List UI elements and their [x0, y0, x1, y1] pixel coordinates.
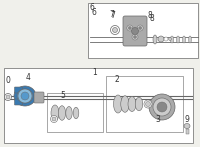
Text: 2: 2: [115, 75, 119, 83]
Ellipse shape: [73, 107, 79, 119]
Circle shape: [144, 100, 152, 108]
Bar: [186, 128, 188, 133]
Ellipse shape: [66, 106, 72, 120]
Circle shape: [158, 36, 164, 42]
Circle shape: [157, 102, 167, 112]
Circle shape: [153, 98, 171, 116]
Circle shape: [21, 92, 29, 100]
Circle shape: [137, 25, 143, 31]
Ellipse shape: [189, 36, 191, 43]
Circle shape: [4, 93, 12, 101]
Ellipse shape: [17, 89, 33, 103]
Text: 3: 3: [156, 115, 160, 123]
Text: 1: 1: [93, 67, 97, 76]
Text: 8: 8: [150, 14, 154, 22]
Bar: [47, 93, 103, 132]
Circle shape: [132, 27, 138, 35]
Ellipse shape: [182, 36, 186, 43]
Circle shape: [149, 94, 175, 120]
Circle shape: [168, 37, 172, 41]
Ellipse shape: [121, 96, 129, 112]
Ellipse shape: [153, 35, 157, 44]
Circle shape: [164, 37, 168, 41]
FancyBboxPatch shape: [14, 87, 22, 93]
FancyBboxPatch shape: [123, 16, 147, 46]
Ellipse shape: [170, 36, 174, 43]
Text: 6: 6: [90, 2, 94, 11]
Ellipse shape: [14, 86, 36, 106]
FancyBboxPatch shape: [14, 99, 22, 105]
Text: 6: 6: [92, 8, 97, 17]
Circle shape: [6, 95, 10, 99]
Text: 7: 7: [111, 10, 115, 20]
Ellipse shape: [135, 97, 143, 111]
Ellipse shape: [176, 36, 180, 43]
Circle shape: [52, 117, 56, 121]
Ellipse shape: [128, 96, 136, 112]
Bar: [4, 68, 193, 143]
Ellipse shape: [114, 95, 122, 113]
Text: 0: 0: [6, 76, 10, 85]
Text: 8: 8: [148, 10, 152, 20]
Text: 7: 7: [110, 10, 114, 19]
Circle shape: [50, 116, 58, 122]
Circle shape: [127, 25, 133, 31]
Ellipse shape: [184, 123, 190, 128]
Circle shape: [134, 35, 136, 39]
Circle shape: [128, 26, 131, 30]
Circle shape: [112, 27, 118, 32]
FancyBboxPatch shape: [34, 92, 44, 103]
Circle shape: [110, 25, 120, 35]
Ellipse shape: [51, 105, 59, 121]
Text: 9: 9: [185, 115, 189, 123]
Circle shape: [146, 101, 151, 106]
Text: 5: 5: [61, 91, 65, 101]
Polygon shape: [88, 3, 198, 58]
Bar: [106, 76, 183, 132]
Circle shape: [139, 26, 142, 30]
Ellipse shape: [58, 106, 66, 120]
Text: 4: 4: [26, 72, 30, 81]
Circle shape: [18, 89, 32, 103]
Circle shape: [132, 34, 138, 40]
